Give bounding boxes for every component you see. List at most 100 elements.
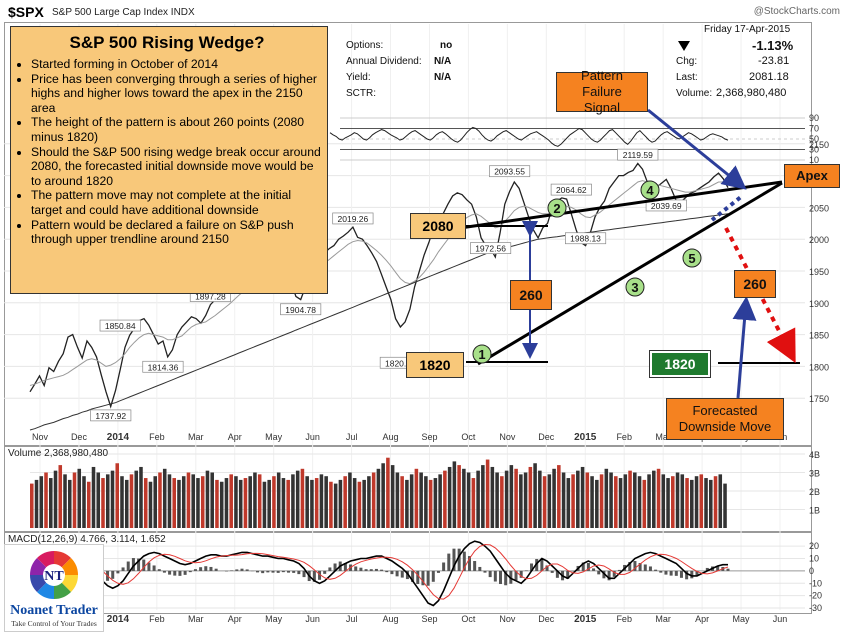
macd-histogram-bar — [675, 571, 678, 576]
macd-histogram-bar — [359, 568, 362, 571]
level-2080-tag: 2080 — [410, 213, 466, 239]
volume-bar — [410, 474, 414, 528]
volume-bar — [234, 476, 238, 528]
volume-bar — [139, 467, 143, 528]
macd-histogram-bar — [432, 571, 435, 582]
volume-bar — [277, 473, 281, 529]
volume-bar — [576, 471, 580, 528]
volume-bar — [671, 476, 675, 528]
volume-bar — [348, 473, 352, 529]
volume-bar — [633, 473, 637, 529]
volume-bar — [666, 478, 670, 528]
volume-bar — [400, 476, 404, 528]
volume-bar — [472, 478, 476, 528]
price-x-label: Nov — [32, 432, 49, 442]
volume-bar — [144, 478, 148, 528]
macd-histogram-bar — [390, 571, 393, 574]
price-annotation-label: 1904.78 — [285, 305, 316, 315]
macd-x-label: Apr — [228, 614, 242, 624]
volume-bar — [377, 469, 381, 528]
callout-bullet: The pattern move may not complete at the… — [31, 188, 321, 217]
volume-bar — [239, 480, 243, 528]
volume-bar — [225, 478, 229, 528]
volume-bar — [548, 474, 552, 528]
macd-histogram-bar — [184, 571, 187, 575]
macd-histogram-bar — [354, 566, 357, 570]
macd-histogram-bar — [240, 569, 243, 571]
macd-histogram-bar — [277, 571, 280, 573]
macd-histogram-bar — [111, 571, 114, 579]
volume-bar — [453, 461, 457, 528]
pivot-label: 5 — [688, 251, 695, 266]
macd-histogram-bar — [266, 571, 269, 572]
target-1820-tag: 1820 — [650, 351, 710, 377]
price-tick-label: 1750 — [809, 394, 829, 404]
volume-bar — [581, 467, 585, 528]
pct-change-value: -1.13% — [752, 38, 793, 53]
macd-histogram-bar — [173, 571, 176, 576]
macd-histogram-bar — [370, 569, 373, 571]
price-annotation-label: 1814.36 — [148, 362, 179, 372]
info-dividend: Annual Dividend: — [346, 56, 422, 67]
volume-bar — [486, 460, 490, 528]
forecast-arrow — [738, 302, 746, 398]
volume-bar — [676, 473, 680, 529]
volume-legend: Volume 2,368,980,480 — [8, 448, 108, 459]
volume-bar — [68, 480, 72, 528]
volume-bar — [187, 473, 191, 529]
macd-histogram-bar — [168, 571, 171, 575]
price-tick-label: 2050 — [809, 203, 829, 213]
volume-bar — [628, 471, 632, 528]
volume-tick-label: 2B — [809, 487, 820, 497]
price-annotation-label: 1972.56 — [475, 244, 506, 254]
macd-tick-label: -10 — [809, 578, 822, 588]
callout-bullet: Started forming in October of 2014 — [31, 57, 321, 72]
failure-arrow — [648, 110, 742, 186]
macd-histogram-bar — [489, 571, 492, 577]
macd-x-label: Jun — [305, 614, 320, 624]
macd-histogram-bar — [499, 571, 502, 584]
volume-bar — [605, 469, 609, 528]
volume-bar — [168, 474, 172, 528]
volume-bar — [367, 476, 371, 528]
volume-bar — [248, 476, 252, 528]
price-x-label: Oct — [461, 432, 476, 442]
pattern-failure-tag: Pattern Failure Signal — [556, 72, 648, 112]
volume-bar — [177, 480, 181, 528]
macd-histogram-bar — [483, 571, 486, 573]
price-annotation-label: 1988.13 — [570, 234, 601, 244]
macd-histogram-bar — [592, 568, 595, 570]
volume-bar — [206, 471, 210, 528]
volume-bar — [358, 482, 362, 528]
volume-bar — [191, 474, 195, 528]
last-value: 2081.18 — [749, 71, 789, 83]
macd-x-label: 2015 — [574, 614, 597, 625]
macd-histogram-bar — [272, 571, 275, 573]
macd-histogram-bar — [235, 569, 238, 570]
volume-bar — [495, 473, 499, 529]
volume-bar — [467, 473, 471, 529]
volume-bar — [481, 465, 485, 528]
volume-bar — [210, 473, 214, 529]
pct-change: -1.13% — [752, 38, 793, 53]
volume-bar — [557, 465, 561, 528]
volume-bar — [301, 469, 305, 528]
price-x-label: Dec — [538, 432, 555, 442]
volume-bar — [286, 480, 290, 528]
volume-bar — [381, 463, 385, 528]
macd-histogram-bar — [303, 571, 306, 577]
quote-date: Friday 17-Apr-2015 — [704, 24, 790, 35]
volume-bar — [106, 474, 110, 528]
macd-histogram-bar — [246, 569, 249, 570]
noanet-logo: NT Noanet Trader Take Control of Your Tr… — [4, 544, 104, 632]
volume-bar — [638, 476, 642, 528]
forecast-tag: Forecasted Downside Move — [666, 398, 784, 440]
volume-bar — [457, 465, 461, 528]
volume-bar — [500, 476, 504, 528]
macd-histogram-bar — [618, 570, 621, 571]
price-tick-label: 1950 — [809, 267, 829, 277]
volume-bar — [362, 480, 366, 528]
macd-x-label: Jun — [773, 614, 788, 624]
macd-histogram-bar — [659, 571, 662, 573]
volume-bar — [590, 476, 594, 528]
